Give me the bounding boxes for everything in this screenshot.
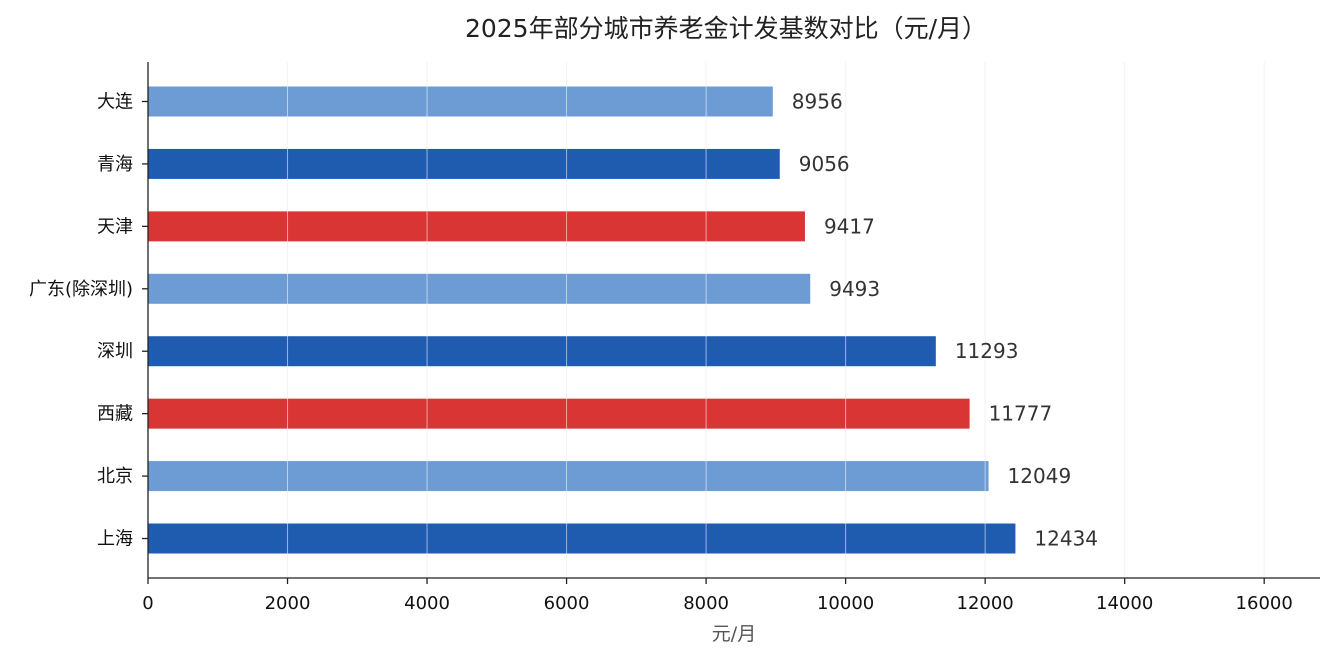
data-label: 12049	[1008, 464, 1072, 488]
bar	[148, 461, 989, 492]
bar	[148, 398, 970, 429]
bar	[148, 86, 773, 117]
y-tick-label: 北京	[97, 466, 133, 487]
data-label: 9493	[829, 277, 880, 301]
axis-layer	[142, 62, 1320, 584]
y-tick-label: 广东(除深圳)	[29, 279, 133, 300]
x-axis-title: 元/月	[712, 623, 756, 645]
y-tick-label: 青海	[97, 154, 133, 175]
x-tick-label: 10000	[817, 593, 874, 614]
x-tick-label: 4000	[404, 593, 450, 614]
bar	[148, 273, 811, 304]
data-label: 11777	[989, 402, 1053, 426]
x-tick-label: 16000	[1236, 593, 1293, 614]
data-label: 11293	[955, 339, 1019, 363]
x-tick-label: 14000	[1096, 593, 1153, 614]
bar	[148, 211, 805, 242]
y-tick-label: 大连	[97, 92, 133, 113]
x-tick-label: 12000	[957, 593, 1014, 614]
x-tick-label: 2000	[265, 593, 311, 614]
data-label: 8956	[792, 90, 843, 114]
chart-title: 2025年部分城市养老金计发基数对比（元/月）	[465, 14, 987, 43]
x-tick-label: 6000	[544, 593, 590, 614]
x-tick-label: 0	[142, 593, 153, 614]
y-tick-label: 上海	[97, 529, 133, 550]
bar	[148, 523, 1016, 554]
y-tick-label: 西藏	[97, 404, 133, 425]
data-label: 9417	[824, 214, 875, 238]
data-label: 9056	[799, 152, 850, 176]
bar	[148, 336, 936, 367]
grid-layer	[287, 62, 1265, 578]
labels-layer: 大连 8956 青海 9056 天津 9417 广东(除深圳) 9493 深圳 11293 西藏 11…	[29, 90, 1293, 615]
inbar-grid-layer	[287, 62, 1265, 578]
y-tick-label: 天津	[97, 216, 133, 237]
data-label: 12434	[1034, 527, 1098, 551]
x-tick-label: 8000	[683, 593, 729, 614]
y-tick-label: 深圳	[97, 341, 133, 362]
bars-layer	[148, 86, 1016, 554]
bar	[148, 148, 780, 179]
